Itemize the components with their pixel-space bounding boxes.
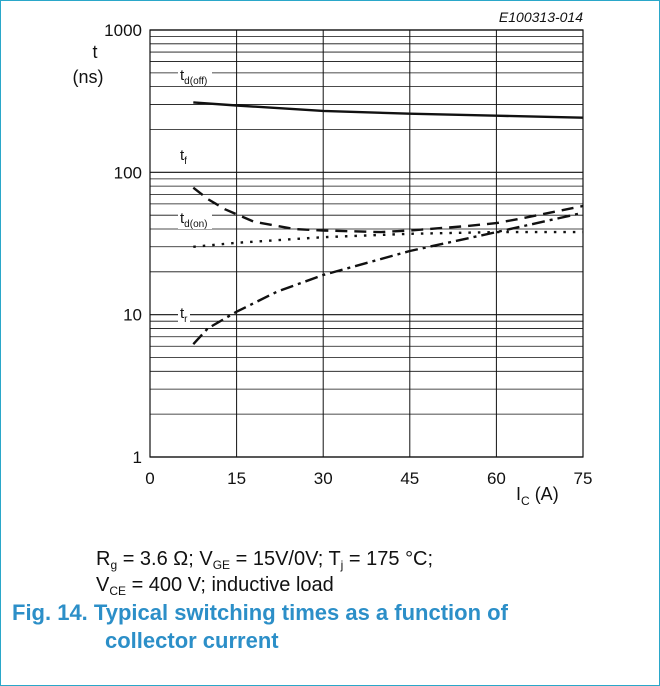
x-tick-label: 60	[487, 469, 506, 488]
series-line-tdoff	[193, 101, 584, 119]
series-label-tdoff: td(off)	[180, 67, 207, 87]
series-label-tdon: td(on)	[180, 210, 208, 230]
vce-subscript: CE	[109, 584, 127, 598]
y-tick-label: 100	[114, 163, 142, 182]
rg-symbol: R	[96, 548, 111, 570]
vge-value: = 15V/0V; T	[230, 548, 341, 570]
y-tick-label: 1000	[104, 21, 142, 40]
figure-caption-line1: Fig. 14. Typical switching times as a fu…	[12, 600, 508, 625]
series-label-backing	[178, 146, 190, 166]
figure-caption-line2: collector current	[105, 628, 279, 653]
test-conditions-line1: Rg = 3.6 Ω; VGE = 15V/0V; Tj = 175 °C;	[96, 548, 433, 572]
y-tick-label: 1	[133, 448, 142, 467]
x-tick-label: 45	[400, 469, 419, 488]
rg-subscript: g	[110, 558, 118, 572]
series-line-tdon	[193, 230, 583, 248]
y-axis-label-symbol: t	[92, 42, 97, 62]
series-line-tr	[192, 211, 584, 346]
tj-value: = 175 °C;	[343, 548, 434, 570]
series-label-tr: tr	[180, 305, 188, 325]
vce-symbol: V	[96, 574, 110, 596]
series-label-backing	[178, 304, 190, 324]
figure-id: E100313-014	[499, 9, 583, 25]
vce-value: = 400 V; inductive load	[126, 574, 334, 596]
x-axis-label: IC (A)	[516, 484, 559, 508]
series-label-backing	[178, 209, 212, 229]
x-tick-label: 30	[314, 469, 333, 488]
x-tick-label: 75	[574, 469, 593, 488]
y-axis-label-unit: (ns)	[73, 67, 104, 87]
rg-value: = 3.6 Ω; V	[117, 548, 213, 570]
series-label-backing	[178, 66, 212, 86]
series-label-tf: tf	[180, 147, 187, 167]
y-tick-label: 10	[123, 306, 142, 325]
x-tick-label: 15	[227, 469, 246, 488]
x-tick-label: 0	[145, 469, 154, 488]
vge-subscript: GE	[212, 558, 231, 572]
test-conditions-line2: VCE = 400 V; inductive load	[96, 574, 334, 598]
switching-times-chart: 1 10 100 1000 0 15 30 45 60 75 t (ns) IC (A) E100313-…	[73, 9, 593, 508]
tj-subscript: j	[340, 558, 344, 572]
plot-area-border	[149, 29, 584, 458]
